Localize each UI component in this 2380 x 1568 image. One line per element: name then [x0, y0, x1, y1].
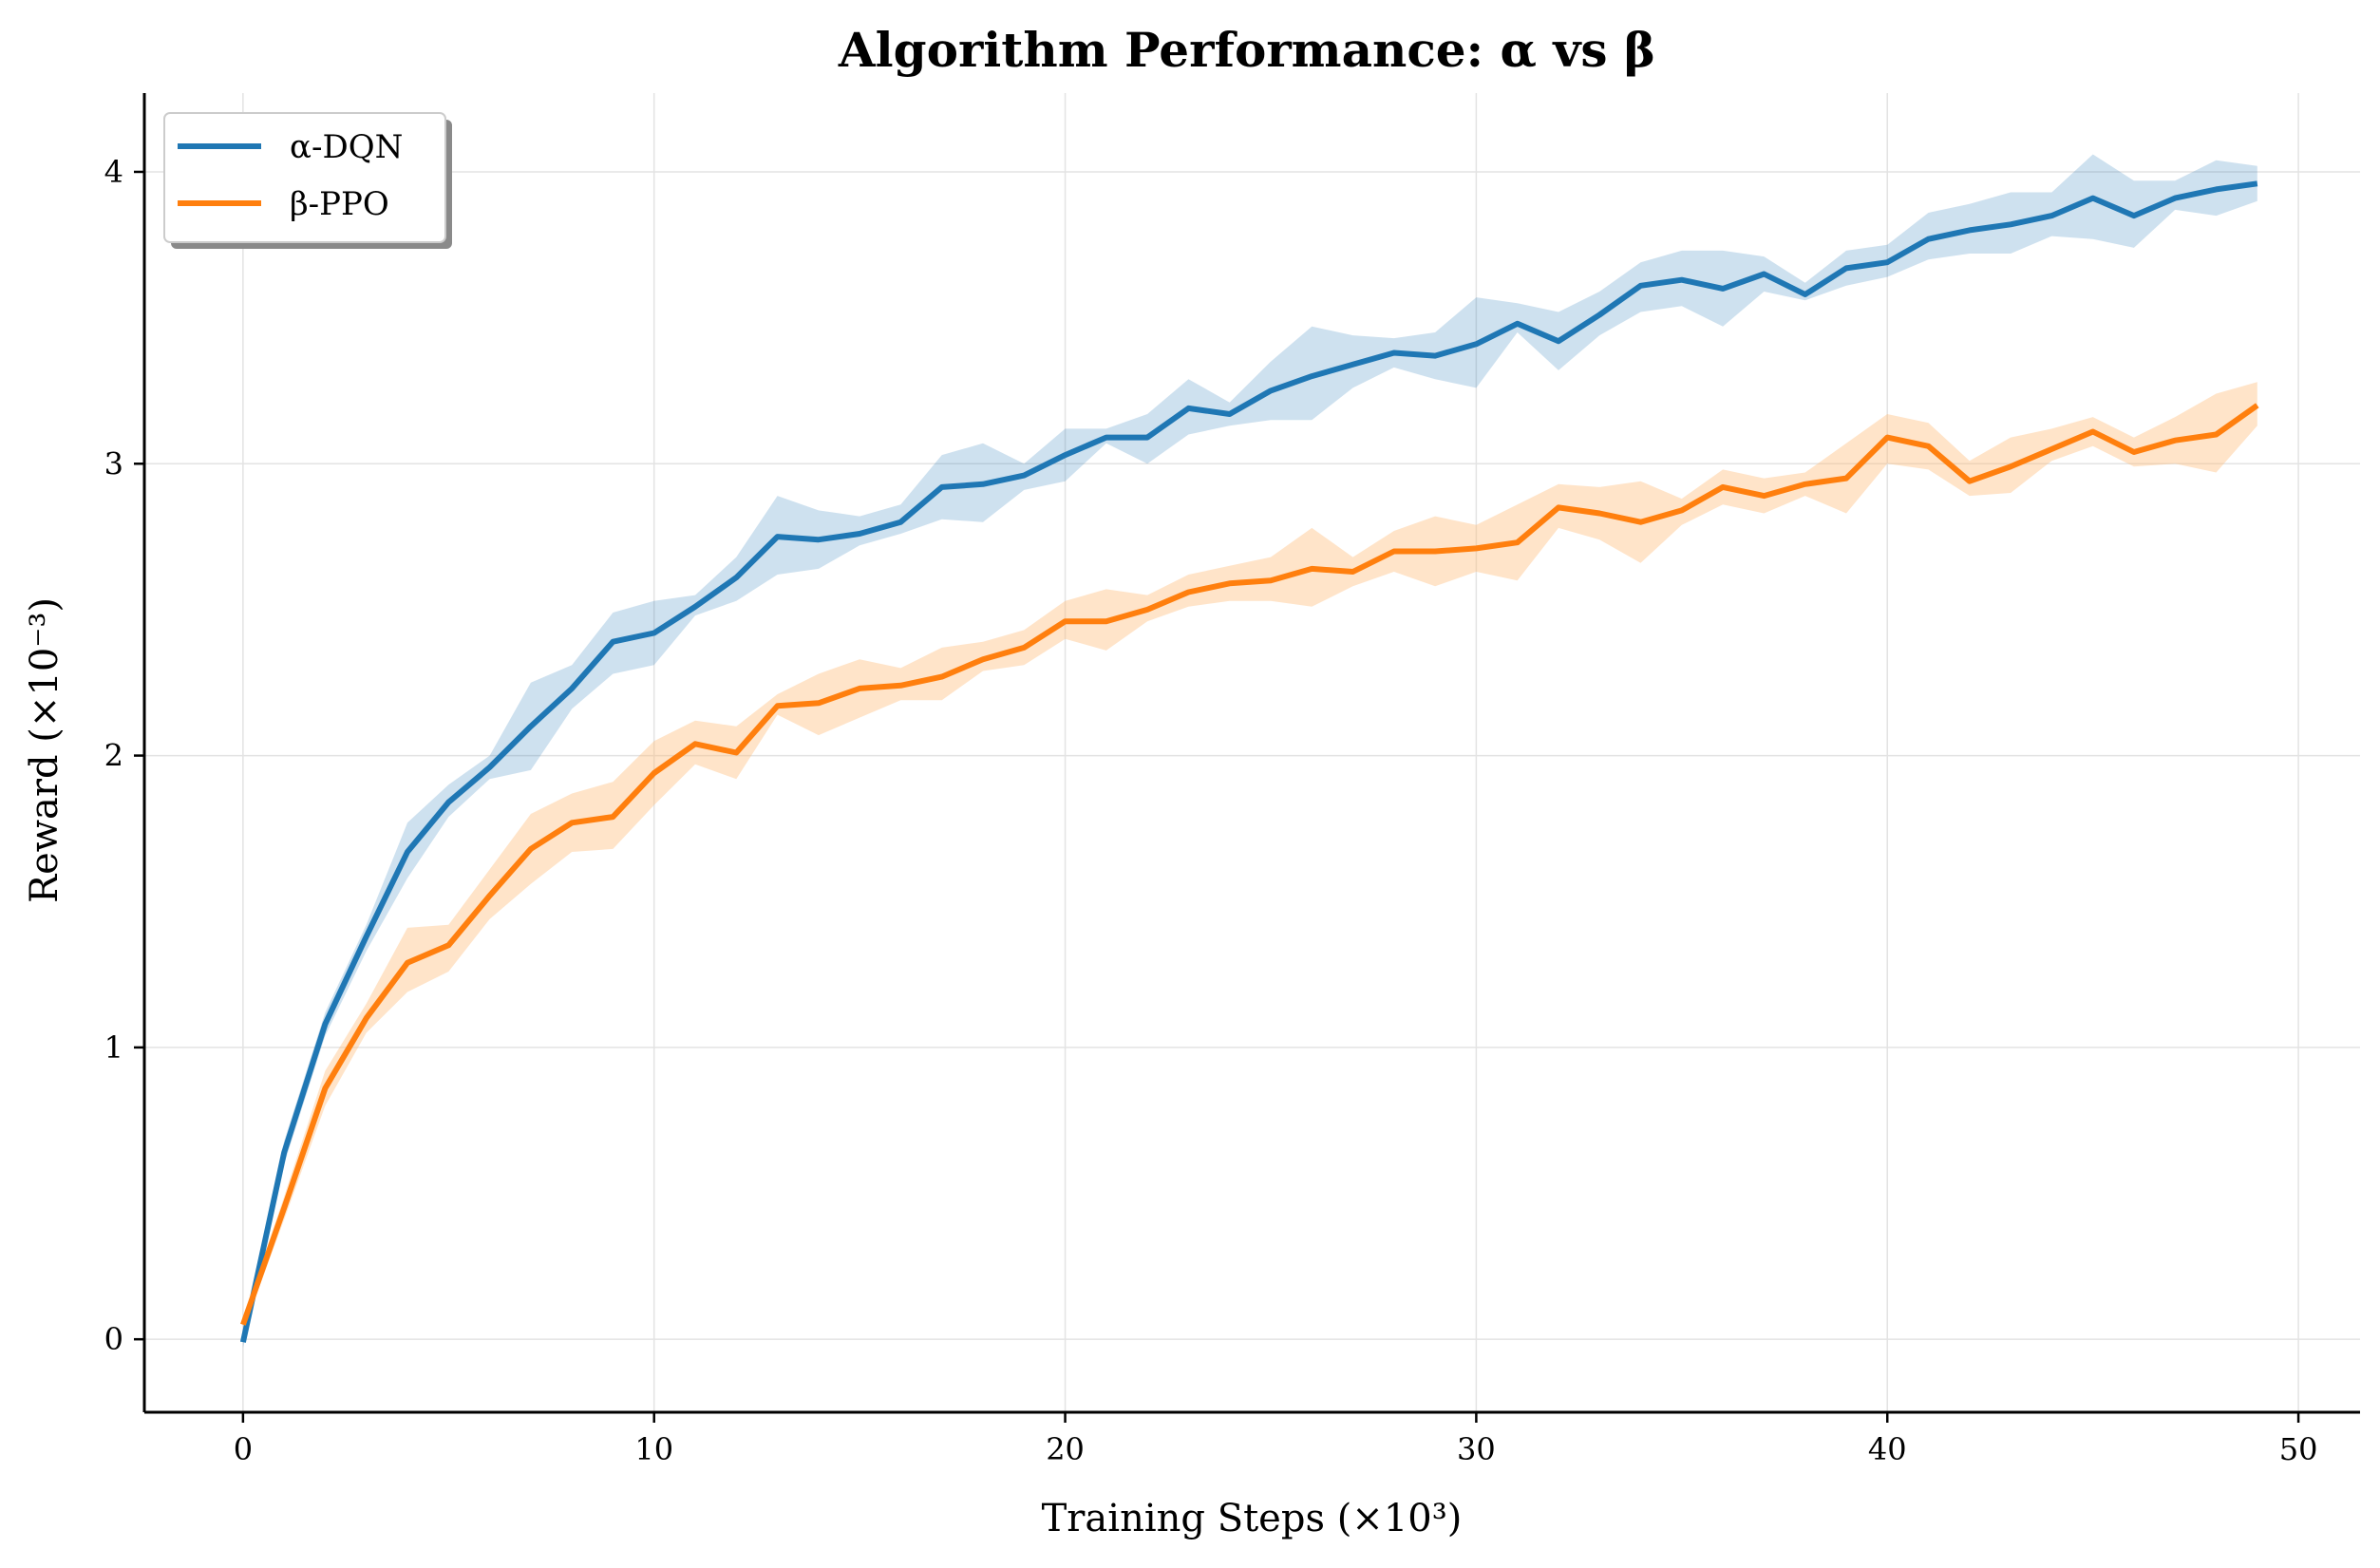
series-line-alpha-dqn — [239, 180, 2258, 1343]
band-beta-ppo — [242, 382, 2257, 1331]
legend-label-alpha-dqn: α-DQN — [290, 128, 403, 166]
y-tick-label: 1 — [104, 1030, 123, 1066]
x-axis-label: Training Steps (×10³) — [1042, 1497, 1463, 1540]
y-tick-label: 3 — [104, 445, 123, 482]
series-line-beta-ppo — [240, 403, 2259, 1326]
x-tick-label: 50 — [2279, 1431, 2318, 1467]
band-alpha-dqn — [242, 154, 2257, 1349]
y-axis-ticks: 0 1 2 3 4 — [104, 154, 144, 1357]
x-tick-label: 30 — [1457, 1431, 1496, 1467]
y-tick-label: 2 — [104, 738, 123, 774]
x-tick-label: 40 — [1868, 1431, 1907, 1467]
legend-label-beta-ppo: β-PPO — [290, 185, 389, 223]
confidence-bands — [242, 154, 2257, 1349]
y-tick-label: 4 — [104, 154, 123, 190]
legend: α-DQN β-PPO — [163, 112, 452, 249]
series-lines — [239, 180, 2259, 1343]
x-tick-label: 0 — [234, 1431, 253, 1467]
chart-title: Algorithm Performance: α vs β — [838, 22, 1655, 78]
x-tick-label: 20 — [1046, 1431, 1085, 1467]
y-axis-label: Reward (×10⁻³) — [23, 597, 66, 903]
x-tick-label: 10 — [634, 1431, 673, 1467]
grid — [144, 93, 2360, 1412]
x-axis-ticks: 0 10 20 30 40 50 — [234, 1412, 2318, 1467]
y-tick-label: 0 — [104, 1321, 123, 1357]
